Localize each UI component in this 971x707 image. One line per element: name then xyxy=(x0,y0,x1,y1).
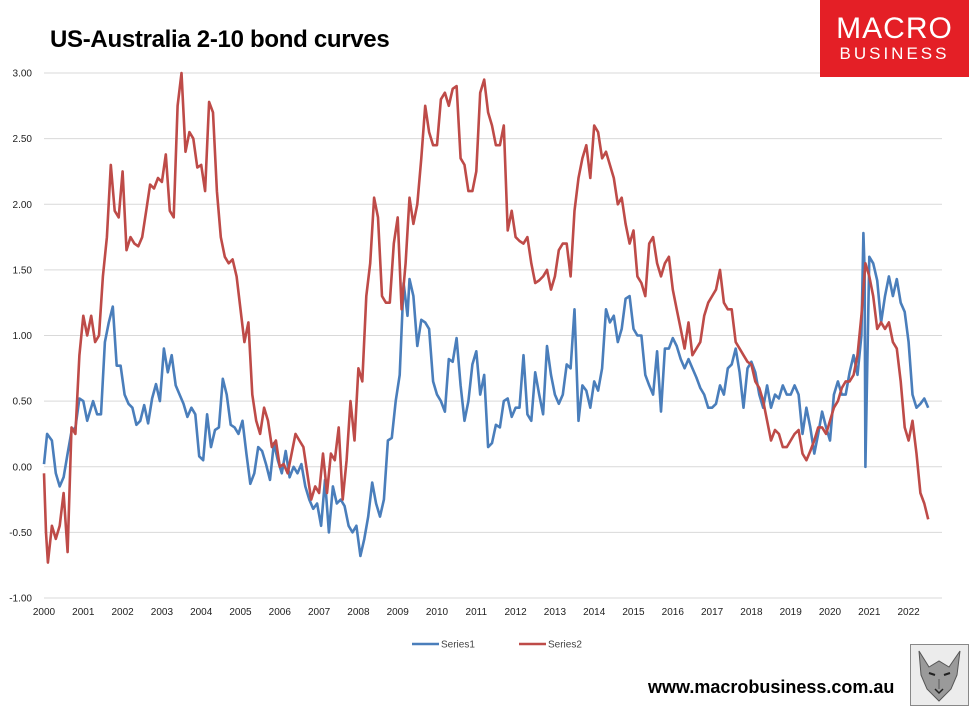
legend-label: Series2 xyxy=(548,640,582,651)
x-tick-label: 2015 xyxy=(622,607,645,618)
y-tick-label: 1.50 xyxy=(13,265,33,276)
x-tick-label: 2009 xyxy=(387,607,410,618)
x-tick-label: 2005 xyxy=(229,607,252,618)
x-tick-label: 2003 xyxy=(151,607,174,618)
y-tick-label: 0.50 xyxy=(13,397,33,408)
y-tick-label: 2.50 xyxy=(13,134,33,145)
macrobusiness-logo: MACRO BUSINESS xyxy=(820,0,969,77)
x-tick-label: 2022 xyxy=(897,607,920,618)
x-tick-label: 2004 xyxy=(190,607,213,618)
x-tick-label: 2008 xyxy=(347,607,370,618)
x-tick-label: 2010 xyxy=(426,607,449,618)
y-tick-label: 3.00 xyxy=(13,69,33,80)
x-tick-label: 2007 xyxy=(308,607,331,618)
x-tick-label: 2017 xyxy=(701,607,724,618)
y-axis-ticks: 3.00 2.50 2.00 1.50 1.00 0.50 0.00 -0.50 -1.00 xyxy=(9,69,32,605)
chart-title: US-Australia 2-10 bond curves xyxy=(50,26,390,53)
x-tick-label: 2013 xyxy=(544,607,567,618)
x-tick-label: 2011 xyxy=(466,607,488,618)
wolf-icon xyxy=(910,644,969,706)
x-tick-label: 2016 xyxy=(662,607,685,618)
series-line-series1 xyxy=(42,231,930,558)
x-tick-label: 2001 xyxy=(72,607,95,618)
legend: Series1 Series2 xyxy=(412,640,582,651)
y-tick-label: -1.00 xyxy=(9,594,32,605)
x-tick-label: 2018 xyxy=(740,607,763,618)
x-tick-label: 2012 xyxy=(504,607,527,618)
y-tick-label: -0.50 xyxy=(9,528,32,539)
x-tick-label: 2020 xyxy=(819,607,842,618)
gridlines xyxy=(44,72,942,599)
series-line-series2 xyxy=(42,71,930,564)
x-tick-label: 2002 xyxy=(111,607,134,618)
y-tick-label: 2.00 xyxy=(13,200,33,211)
legend-label: Series1 xyxy=(441,640,475,651)
x-tick-label: 2014 xyxy=(583,607,606,618)
website-url: www.macrobusiness.com.au xyxy=(648,677,895,697)
y-tick-label: 1.00 xyxy=(13,331,33,342)
logo-line1: MACRO xyxy=(836,12,953,45)
y-tick-label: 0.00 xyxy=(13,462,33,473)
x-tick-label: 2021 xyxy=(858,607,881,618)
x-tick-label: 2019 xyxy=(780,607,803,618)
logo-line2: BUSINESS xyxy=(839,44,950,63)
series-lines xyxy=(42,71,930,564)
x-axis-ticks: 2000 2001 2002 2003 2004 2005 2006 2007 2008 2009… xyxy=(33,607,920,618)
x-tick-label: 2006 xyxy=(269,607,292,618)
x-tick-label: 2000 xyxy=(33,607,56,618)
